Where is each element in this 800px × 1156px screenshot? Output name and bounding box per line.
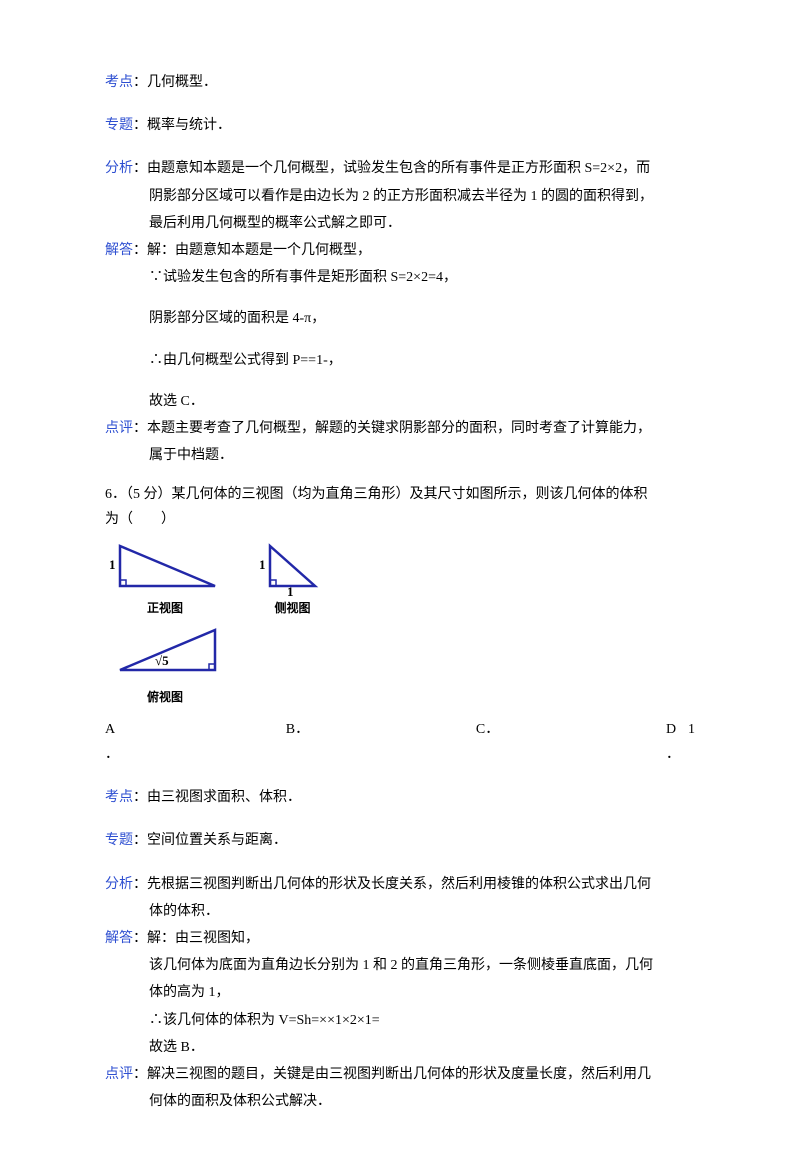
dianping-label: 点评 [105,421,133,436]
jieda-text1: ：解：由题意知本题是一个几何概型， [133,243,371,258]
q5-dianping-line2: 属于中档题． [105,443,695,468]
q5-jieda-line3: 阴影部分区域的面积是 4-π， [105,306,695,331]
q5-jieda-line4: ∴由几何概型公式得到 P==1-， [105,348,695,373]
kaodian-label: 考点 [105,790,133,805]
front-view-triangle: 1 [105,541,225,596]
q6-jieda: 解答：解：由三视图知， [105,926,695,951]
q6-jieda-line4: ∴该几何体的体积为 V=Sh=××1×2×1= [105,1008,695,1033]
kaodian-text: ：几何概型． [133,75,217,90]
fenxi-label: 分析 [105,161,133,176]
dianping-text1: ：本题主要考查了几何概型，解题的关键求阴影部分的面积，同时考查了计算能力， [133,421,651,436]
side-view-label: 侧视图 [274,598,310,620]
option-a: A ． [105,717,119,767]
svg-text:1: 1 [287,584,294,596]
zhuanti-text: ：空间位置关系与距离． [133,833,287,848]
q5-zhuanti: 专题：概率与统计． [105,113,695,138]
q6-title-line2: 为（ ） [105,507,695,532]
q5-fenxi: 分析：由题意知本题是一个几何概型，试验发生包含的所有事件是正方形面积 S=2×2… [105,156,695,181]
fenxi-text1: ：由题意知本题是一个几何概型，试验发生包含的所有事件是正方形面积 S=2×2，而 [133,161,650,176]
dianping-label: 点评 [105,1067,133,1082]
kaodian-label: 考点 [105,75,133,90]
side-view-triangle: 1 1 [255,541,330,596]
q6-jieda-line2: 该几何体为底面为直角边长分别为 1 和 2 的直角三角形，一条侧棱垂直底面，几何 [105,953,695,978]
q5-fenxi-line3: 最后利用几何概型的概率公式解之即可． [105,211,695,236]
q6-fenxi-line2: 体的体积． [105,899,695,924]
option-b: B． [286,717,309,767]
q5-dianping: 点评：本题主要考查了几何概型，解题的关键求阴影部分的面积，同时考查了计算能力， [105,416,695,441]
fenxi-text1: ：先根据三视图判断出几何体的形状及长度关系，然后利用棱锥的体积公式求出几何 [133,877,651,892]
front-view: 1 正视图 [105,541,225,620]
svg-text:1: 1 [259,557,266,572]
q5-jieda: 解答：解：由题意知本题是一个几何概型， [105,238,695,263]
views-bottom-row: √5 俯视图 [105,625,695,709]
views-top-row: 1 正视图 1 1 侧视图 [105,541,695,620]
zhuanti-text: ：概率与统计． [133,118,231,133]
q6-zhuanti: 专题：空间位置关系与距离． [105,828,695,853]
svg-text:1: 1 [109,557,116,572]
zhuanti-label: 专题 [105,833,133,848]
q6-jieda-line3: 体的高为 1， [105,980,695,1005]
q5-jieda-line5: 故选 C． [105,389,695,414]
q6-jieda-line5: 故选 B． [105,1035,695,1060]
dianping-text1: ：解决三视图的题目，关键是由三视图判断出几何体的形状及度量长度，然后利用几 [133,1067,651,1082]
three-views: 1 正视图 1 1 侧视图 √5 俯视图 [105,541,695,709]
top-view: √5 俯视图 [105,625,225,709]
jieda-label: 解答 [105,243,133,258]
top-view-triangle: √5 [105,625,225,685]
q6-dianping-line2: 何体的面积及体积公式解决． [105,1089,695,1114]
kaodian-text: ：由三视图求面积、体积． [133,790,301,805]
option-c: C． [476,717,499,767]
q6-kaodian: 考点：由三视图求面积、体积． [105,785,695,810]
top-view-label: 俯视图 [147,687,183,709]
q6-fenxi: 分析：先根据三视图判断出几何体的形状及长度关系，然后利用棱锥的体积公式求出几何 [105,872,695,897]
zhuanti-label: 专题 [105,118,133,133]
front-view-label: 正视图 [147,598,183,620]
q5-fenxi-line2: 阴影部分区域可以看作是由边长为 2 的正方形面积减去半径为 1 的圆的面积得到， [105,184,695,209]
q6-dianping: 点评：解决三视图的题目，关键是由三视图判断出几何体的形状及度量长度，然后利用几 [105,1062,695,1087]
q6-title-line1: 6．（5 分）某几何体的三视图（均为直角三角形）及其尺寸如图所示，则该几何体的体… [105,482,695,507]
q5-jieda-line2: ∵试验发生包含的所有事件是矩形面积 S=2×2=4， [105,265,695,290]
side-view: 1 1 侧视图 [255,541,330,620]
q5-kaodian: 考点：几何概型． [105,70,695,95]
jieda-text1: ：解：由三视图知， [133,931,259,946]
svg-text:√5: √5 [155,653,169,668]
fenxi-label: 分析 [105,877,133,892]
q6-options: A ． B． C． D ． 1 [105,717,695,767]
jieda-label: 解答 [105,931,133,946]
option-d: D ． 1 [666,717,695,767]
q6-title: 6．（5 分）某几何体的三视图（均为直角三角形）及其尺寸如图所示，则该几何体的体… [105,482,695,532]
